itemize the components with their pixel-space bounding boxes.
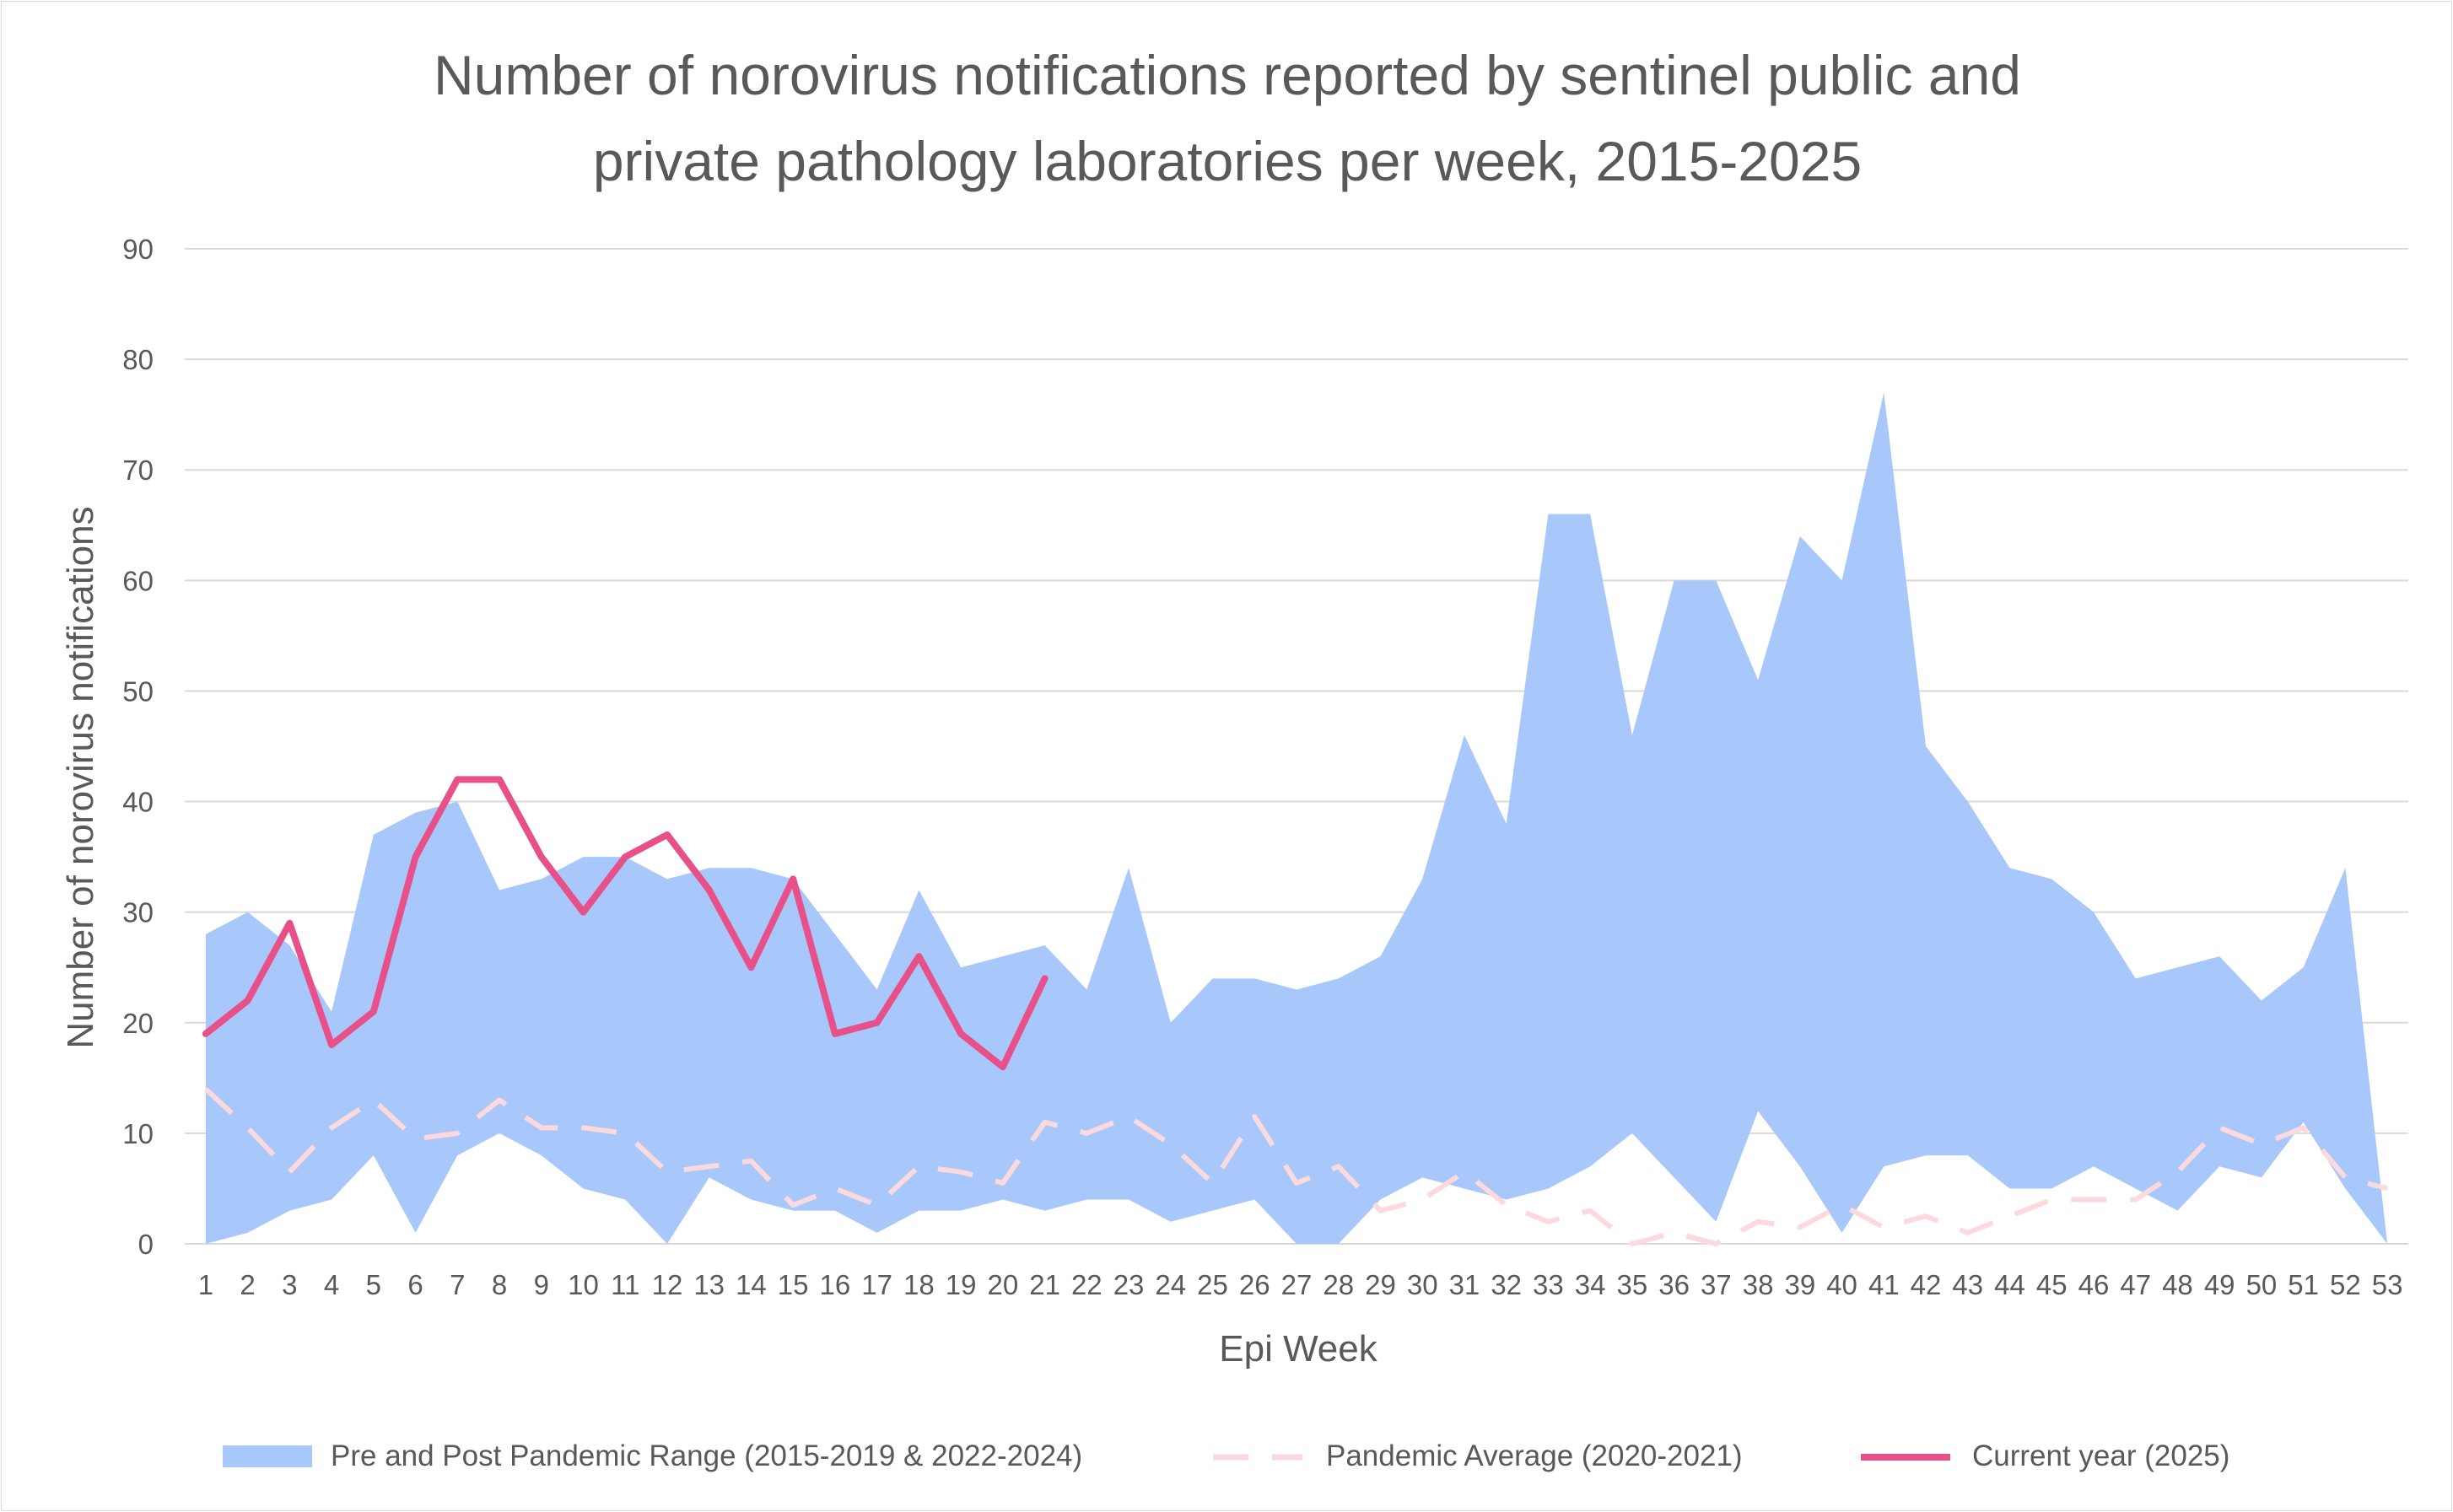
x-tick-label: 19 xyxy=(946,1269,977,1300)
x-tick-label: 7 xyxy=(450,1269,465,1300)
x-tick-label: 1 xyxy=(198,1269,213,1300)
x-tick-label: 9 xyxy=(534,1269,549,1300)
x-tick-label: 21 xyxy=(1029,1269,1060,1300)
y-tick-label: 10 xyxy=(122,1118,154,1149)
y-tick-label: 20 xyxy=(122,1008,154,1039)
x-tick-label: 37 xyxy=(1701,1269,1732,1300)
y-tick-label: 80 xyxy=(122,344,154,375)
x-tick-label: 49 xyxy=(2204,1269,2235,1300)
x-tick-label: 6 xyxy=(407,1269,423,1300)
range-area xyxy=(205,392,2388,1244)
y-tick-label: 40 xyxy=(122,787,154,818)
y-tick-label: 50 xyxy=(122,675,154,707)
y-tick-label: 30 xyxy=(122,897,154,928)
x-tick-label: 27 xyxy=(1281,1269,1313,1300)
x-axis-ticks: 1 2 3 4 5 6 7 8 9 10 11 12 13 14 15 16 17 18 19 20 21 22 23 24 2… xyxy=(198,1269,2403,1300)
x-tick-label: 52 xyxy=(2330,1269,2361,1300)
x-tick-label: 12 xyxy=(652,1269,683,1300)
x-tick-label: 45 xyxy=(2036,1269,2068,1300)
x-tick-label: 26 xyxy=(1239,1269,1270,1300)
x-tick-label: 29 xyxy=(1365,1269,1396,1300)
pandemic-average-line xyxy=(203,1087,2388,1246)
legend-label-range: Pre and Post Pandemic Range (2015-2019 &… xyxy=(331,1439,1082,1472)
x-tick-label: 36 xyxy=(1658,1269,1690,1300)
x-tick-label: 13 xyxy=(693,1269,725,1300)
x-tick-label: 18 xyxy=(903,1269,935,1300)
y-tick-label: 0 xyxy=(138,1229,154,1260)
x-tick-label: 42 xyxy=(1911,1269,1942,1300)
x-tick-label: 34 xyxy=(1575,1269,1606,1300)
x-tick-label: 40 xyxy=(1826,1269,1857,1300)
legend: Pre and Post Pandemic Range (2015-2019 &… xyxy=(223,1439,2229,1472)
x-tick-label: 30 xyxy=(1407,1269,1438,1300)
x-tick-label: 33 xyxy=(1533,1269,1564,1300)
y-tick-label: 60 xyxy=(122,565,154,596)
chart-title-line-1: Number of norovirus notifications report… xyxy=(434,44,2021,106)
x-tick-label: 15 xyxy=(778,1269,809,1300)
x-tick-label: 35 xyxy=(1617,1269,1648,1300)
x-tick-label: 5 xyxy=(366,1269,381,1300)
x-tick-label: 44 xyxy=(1994,1269,2025,1300)
y-axis-title: Number of norovirus notifications xyxy=(60,506,101,1048)
x-tick-label: 20 xyxy=(987,1269,1018,1300)
y-tick-label: 70 xyxy=(122,455,154,486)
x-tick-label: 31 xyxy=(1449,1269,1480,1300)
x-tick-label: 38 xyxy=(1743,1269,1774,1300)
x-tick-label: 8 xyxy=(492,1269,507,1300)
x-tick-label: 39 xyxy=(1784,1269,1815,1300)
x-tick-label: 50 xyxy=(2246,1269,2278,1300)
legend-label-current: Current year (2025) xyxy=(1972,1439,2229,1472)
legend-swatch-range xyxy=(223,1445,312,1467)
range-series xyxy=(205,392,2388,1244)
x-tick-label: 3 xyxy=(282,1269,297,1300)
pandemic-series xyxy=(203,1087,2388,1246)
x-tick-label: 2 xyxy=(240,1269,255,1300)
x-axis-title: Epi Week xyxy=(1219,1328,1377,1369)
chart-title-line-2: private pathology laboratories per week,… xyxy=(593,130,1862,192)
x-tick-label: 46 xyxy=(2078,1269,2110,1300)
x-tick-label: 23 xyxy=(1113,1269,1145,1300)
x-tick-label: 47 xyxy=(2120,1269,2151,1300)
x-tick-label: 16 xyxy=(820,1269,851,1300)
x-tick-label: 11 xyxy=(611,1269,639,1300)
x-tick-label: 28 xyxy=(1323,1269,1354,1300)
x-tick-label: 4 xyxy=(324,1269,339,1300)
x-tick-label: 48 xyxy=(2162,1269,2193,1300)
x-tick-label: 41 xyxy=(1868,1269,1900,1300)
y-tick-label: 90 xyxy=(122,234,154,265)
x-tick-label: 17 xyxy=(861,1269,892,1300)
legend-label-pandemic: Pandemic Average (2020-2021) xyxy=(1326,1439,1743,1472)
x-tick-label: 53 xyxy=(2372,1269,2403,1300)
x-tick-label: 10 xyxy=(568,1269,599,1300)
current-series xyxy=(202,776,1049,1071)
x-tick-label: 25 xyxy=(1197,1269,1228,1300)
current-year-line xyxy=(202,776,1049,1071)
y-axis-ticks: 0 10 20 30 40 50 60 70 80 90 xyxy=(122,234,154,1260)
x-tick-label: 14 xyxy=(736,1269,767,1300)
x-tick-label: 24 xyxy=(1155,1269,1186,1300)
x-tick-label: 22 xyxy=(1071,1269,1103,1300)
chart-title: Number of norovirus notifications report… xyxy=(434,44,2021,192)
x-tick-label: 51 xyxy=(2288,1269,2319,1300)
x-tick-label: 32 xyxy=(1491,1269,1522,1300)
x-tick-label: 43 xyxy=(1952,1269,1983,1300)
